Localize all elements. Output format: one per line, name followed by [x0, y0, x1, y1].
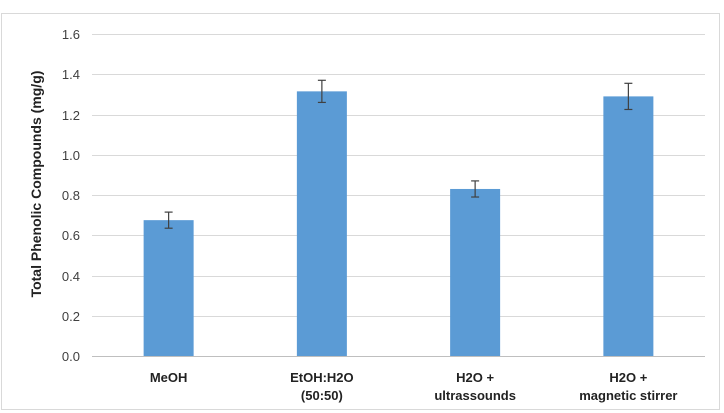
y-tick-label: 0.4 — [62, 269, 80, 284]
y-tick-label: 1.0 — [62, 148, 80, 163]
error-bars — [164, 79, 633, 229]
y-tick-label: 1.4 — [62, 67, 80, 82]
y-tick-label: 0.6 — [62, 228, 80, 243]
error-bar — [317, 79, 326, 104]
y-axis-title: Total Phenolic Compounds (mg/g) — [28, 71, 44, 298]
y-tick-label: 1.2 — [62, 108, 80, 123]
x-tick-label: H2O + magnetic stirrer — [579, 370, 677, 403]
error-bar — [624, 82, 633, 111]
y-tick-label: 0.2 — [62, 309, 80, 324]
y-tick-label: 1.6 — [62, 27, 80, 42]
chart-frame — [1, 13, 720, 410]
y-tick-label: 0.0 — [62, 349, 80, 364]
bar — [143, 220, 194, 356]
bar — [450, 188, 501, 356]
gridlines — [92, 34, 705, 357]
y-tick-labels: 0.0 0.2 0.4 0.6 0.8 1.0 1.2 1.4 1.6 — [62, 27, 80, 364]
x-tick-label: MeOH — [150, 370, 188, 385]
error-bar — [471, 180, 480, 198]
x-tick-labels: MeOH EtOH:H2O (50:50) H2O + ultrassounds H2O … — [150, 370, 678, 403]
bar — [603, 96, 654, 356]
y-tick-label: 0.8 — [62, 188, 80, 203]
x-tick-label: EtOH:H2O (50:50) — [290, 370, 354, 403]
x-tick-label: H2O + ultrassounds — [434, 370, 516, 403]
bars — [143, 91, 654, 356]
bar — [296, 91, 347, 356]
error-bar — [164, 211, 173, 229]
